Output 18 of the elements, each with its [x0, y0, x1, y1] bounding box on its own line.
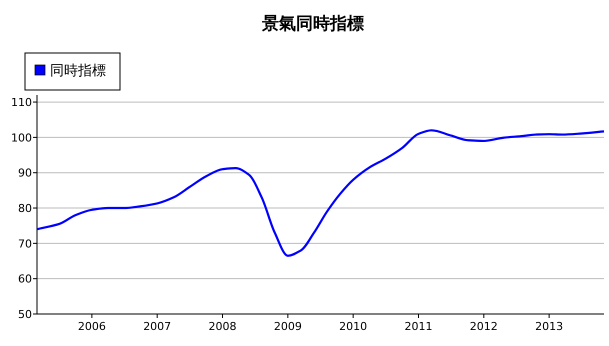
- x-tick-label: 2011: [404, 320, 432, 333]
- x-tick-label: 2007: [143, 320, 172, 333]
- x-tick-label: 2010: [339, 320, 368, 333]
- x-tick-label: 2009: [274, 320, 302, 333]
- x-tick-label: 2013: [535, 320, 564, 333]
- y-tick-label: 100: [11, 131, 32, 144]
- x-tick-label: 2008: [208, 320, 237, 333]
- legend-label: 同時指標: [50, 63, 106, 79]
- y-tick-label: 110: [11, 96, 32, 110]
- y-tick-label: 70: [18, 237, 32, 250]
- y-tick-label: 60: [18, 272, 32, 286]
- x-tick-label: 2012: [470, 320, 498, 333]
- x-tick-label: 2006: [78, 320, 106, 333]
- y-tick-label: 90: [18, 166, 32, 180]
- y-tick-label: 80: [18, 202, 32, 216]
- y-tick-label: 50: [18, 308, 32, 321]
- legend: 同時指標: [24, 52, 120, 90]
- chart-title: 景氣同時指標: [261, 14, 364, 34]
